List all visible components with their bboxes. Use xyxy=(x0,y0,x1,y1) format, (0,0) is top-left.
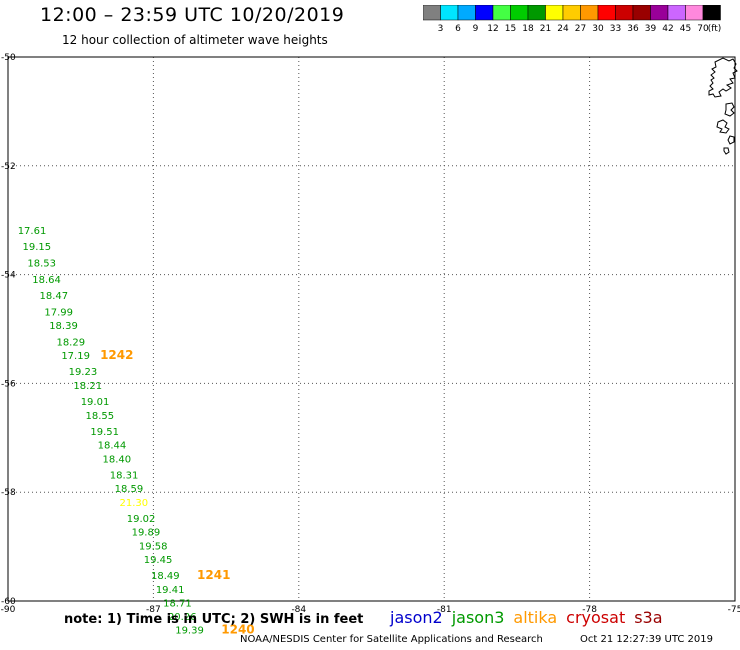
axis-ticks: -90 -87 -84 -81 -78 -75 -50 -52 -54 -56 -58 -60 xyxy=(1,53,740,615)
coastline xyxy=(708,57,738,155)
satellite-legend: jason2 jason3 altika cryosat s3a xyxy=(390,608,672,627)
map-subtitle: 12 hour collection of altimeter wave hei… xyxy=(62,33,328,47)
swh-value: 18.55 xyxy=(86,411,115,422)
lat-tick-label: -58 xyxy=(1,488,16,498)
map-title: 12:00 – 23:59 UTC 10/20/2019 xyxy=(40,4,345,26)
legend-cryosat: cryosat xyxy=(566,608,626,627)
swh-value: 19.41 xyxy=(156,585,185,596)
legend-s3a: s3a xyxy=(634,608,663,627)
swh-value: 19.58 xyxy=(139,541,168,552)
color-scale-label: 18 xyxy=(522,24,534,34)
swh-value: 18.64 xyxy=(32,275,61,286)
swh-value: 18.47 xyxy=(40,291,69,302)
color-scale-label: 70 xyxy=(697,24,709,34)
swh-value: 17.99 xyxy=(44,307,73,318)
legend-altika: altika xyxy=(513,608,558,627)
swh-value: 20.26 xyxy=(168,612,197,623)
swh-value: 19.01 xyxy=(81,397,110,408)
swh-value: 18.59 xyxy=(115,484,144,495)
pass-labels: 1242 1241 1240 xyxy=(100,348,255,637)
swh-value: 19.51 xyxy=(90,427,119,438)
lon-tick-label: -75 xyxy=(728,605,740,615)
color-scale-label: 30 xyxy=(592,24,604,34)
coastline-islands xyxy=(708,57,738,155)
color-scale-label: 24 xyxy=(557,24,569,34)
swh-value: 19.02 xyxy=(127,514,156,525)
swh-value: 18.53 xyxy=(27,258,56,269)
swh-value: 19.23 xyxy=(69,367,98,378)
lat-tick-label: -54 xyxy=(1,271,16,281)
swh-value: 19.15 xyxy=(23,242,52,253)
swh-value: 19.89 xyxy=(132,528,161,539)
lon-tick-label: -90 xyxy=(1,605,16,615)
swh-value: 18.49 xyxy=(151,571,180,582)
legend-jason2: jason2 xyxy=(390,608,443,627)
color-scale-label: 42 xyxy=(662,24,673,34)
wave-height-points: 17.61 19.15 18.53 18.64 18.47 17.99 18.39 18.29… xyxy=(18,226,204,637)
legend-jason3: jason3 xyxy=(451,608,505,627)
swh-value: 19.45 xyxy=(144,555,173,566)
swh-value: 17.61 xyxy=(18,226,47,237)
color-scale-label: 36 xyxy=(627,24,639,34)
color-scale-label: 3 xyxy=(438,24,444,34)
swh-value: 18.31 xyxy=(110,471,139,482)
lon-tick-label: -81 xyxy=(437,605,452,615)
color-scale-label: 6 xyxy=(455,24,461,34)
color-scale-unit: (ft) xyxy=(708,24,722,34)
map-grid xyxy=(7,56,736,602)
lat-tick-label: -52 xyxy=(1,162,16,172)
pass-number: 1241 xyxy=(197,568,230,582)
swh-value: 18.39 xyxy=(49,321,78,332)
swh-value: 19.39 xyxy=(175,626,204,637)
color-scale-label: 39 xyxy=(645,24,657,34)
color-scale-label: 21 xyxy=(540,24,551,34)
swh-value: 21.30 xyxy=(119,498,148,509)
generation-timestamp: Oct 21 12:27:39 UTC 2019 xyxy=(580,634,713,645)
color-scale-label: 45 xyxy=(680,24,691,34)
map-frame xyxy=(7,56,736,602)
pass-number: 1240 xyxy=(221,623,254,637)
swh-value: 18.40 xyxy=(103,454,132,465)
lat-tick-label: -50 xyxy=(1,53,16,63)
color-scale-label: 27 xyxy=(575,24,586,34)
color-scale-label: 15 xyxy=(505,24,516,34)
color-swatch xyxy=(702,5,721,21)
swh-value: 18.21 xyxy=(73,381,102,392)
swh-value: 18.29 xyxy=(56,337,85,348)
lat-tick-label: -56 xyxy=(1,379,16,389)
units-note: note: 1) Time is in UTC; 2) SWH is in fe… xyxy=(64,612,364,627)
swh-value: 18.44 xyxy=(98,441,127,452)
lat-tick-label: -60 xyxy=(1,597,16,607)
color-scale-label: 12 xyxy=(487,24,498,34)
color-scale-label: 33 xyxy=(610,24,621,34)
lon-tick-label: -87 xyxy=(146,605,161,615)
swh-value: 18.71 xyxy=(163,598,192,609)
credit-text: NOAA/NESDIS Center for Satellite Applica… xyxy=(240,634,543,645)
lon-tick-label: -84 xyxy=(291,605,306,615)
pass-number: 1242 xyxy=(100,348,133,362)
swh-value: 17.19 xyxy=(61,351,90,362)
credit-line: NOAA/NESDIS Center for Satellite Applica… xyxy=(240,634,713,645)
color-scale-label: 9 xyxy=(473,24,479,34)
lon-tick-label: -78 xyxy=(582,605,597,615)
color-scale-legend: 3 6 9 12 15 18 21 24 27 30 33 36 39 42 45 70(ft) xyxy=(423,5,722,34)
